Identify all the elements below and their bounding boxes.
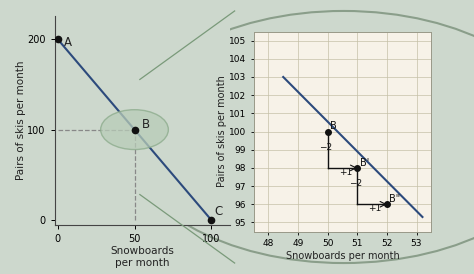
Text: +1: +1 [339, 168, 352, 177]
Y-axis label: Pairs of skis per month: Pairs of skis per month [217, 76, 228, 187]
Circle shape [100, 110, 168, 150]
Text: B": B" [389, 195, 401, 204]
Text: +1: +1 [368, 204, 382, 213]
Text: B: B [330, 121, 337, 131]
X-axis label: Snowboards
per month: Snowboards per month [110, 247, 174, 268]
Text: C: C [215, 205, 223, 218]
Text: −2: −2 [349, 179, 362, 188]
Text: −2: −2 [319, 143, 332, 152]
X-axis label: Snowboards per month: Snowboards per month [286, 251, 399, 261]
Text: B': B' [360, 158, 369, 168]
Y-axis label: Pairs of skis per month: Pairs of skis per month [16, 61, 26, 180]
Circle shape [126, 11, 474, 263]
Text: A: A [64, 36, 72, 49]
Text: B: B [142, 118, 150, 131]
